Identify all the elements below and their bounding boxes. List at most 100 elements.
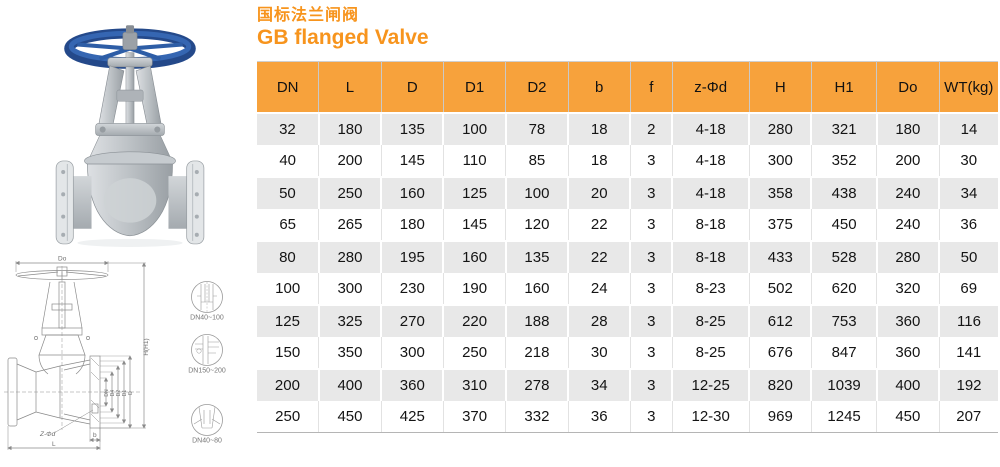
table-cell: 65	[257, 209, 319, 241]
valve-dimension-drawing: Do H(H1) DN D4 D2 D1 D Z-Φd b L DN40~100…	[2, 252, 252, 462]
column-header-d1: D1	[442, 61, 506, 113]
column-header-d: D	[380, 61, 444, 113]
column-header-zd: z-Φd	[671, 61, 750, 113]
table-cell: 502	[748, 273, 812, 305]
table-cell: 135	[380, 112, 444, 145]
spec-table: DN L D D1 D2 b f z-Φd H H1 Do WT(kg) 32 180 135 100 78 1…	[257, 61, 998, 433]
table-cell: 230	[380, 273, 444, 305]
table-cell: 200	[257, 368, 319, 401]
table-cell: 160	[442, 240, 506, 273]
table-cell: 325	[317, 304, 382, 337]
table-cell: 190	[442, 273, 506, 305]
table-cell: 433	[748, 240, 812, 273]
table-cell: 3	[629, 368, 673, 401]
column-header-l: L	[318, 61, 382, 113]
detail-label-3: DN40~80	[192, 438, 222, 445]
table-cell: 34	[938, 176, 998, 209]
table-cell: 160	[505, 273, 569, 305]
table-cell: 1039	[810, 368, 877, 401]
table-cell: 2	[629, 112, 673, 145]
table-cell: 425	[380, 401, 444, 433]
column-header-h: H	[748, 61, 812, 113]
table-cell: 438	[810, 176, 877, 209]
table-row-dn-250: 250 450 425 370 332 36 3 12-30 969 1245 450 207	[257, 401, 998, 433]
table-cell: 12-30	[671, 401, 750, 433]
table-cell: 321	[810, 112, 877, 145]
table-row-dn-80: 80 280 195 160 135 22 3 8-18 433 528 280 50	[257, 240, 998, 273]
table-cell: 969	[748, 401, 812, 433]
table-cell: 300	[380, 337, 444, 369]
table-cell: 20	[567, 176, 631, 209]
table-cell: 100	[504, 176, 569, 209]
table-cell: 8-18	[671, 240, 750, 273]
table-cell: 753	[810, 304, 877, 337]
column-header-dn: DN	[257, 61, 319, 113]
table-cell: 280	[748, 112, 812, 145]
table-cell: 192	[938, 368, 998, 401]
table-cell: 375	[748, 209, 812, 241]
yoke-and-stem	[98, 52, 162, 126]
table-cell: 28	[567, 304, 631, 337]
table-cell: 370	[442, 401, 506, 433]
dim-label-l: L	[52, 441, 56, 448]
product-title: 国标法兰闸阀 GB flanged Valve	[257, 7, 429, 49]
table-cell: 160	[380, 176, 444, 209]
table-cell: 450	[318, 401, 382, 433]
table-cell: 265	[318, 209, 382, 241]
table-cell: 36	[567, 401, 631, 433]
table-cell: 3	[629, 304, 673, 337]
table-cell: 80	[257, 240, 319, 273]
dim-label-d: D	[128, 391, 134, 395]
table-cell: 358	[748, 176, 812, 209]
table-cell: 50	[257, 176, 319, 209]
table-cell: 320	[876, 273, 940, 305]
table-cell: 250	[317, 176, 382, 209]
table-cell: 30	[938, 145, 998, 177]
table-cell: 270	[380, 304, 444, 337]
table-cell: 280	[317, 240, 382, 273]
table-cell: 360	[875, 304, 940, 337]
table-cell: 69	[938, 273, 998, 305]
table-cell: 8-18	[671, 209, 750, 241]
bonnet	[84, 123, 176, 171]
table-cell: 3	[629, 401, 673, 433]
table-cell: 400	[875, 368, 940, 401]
table-cell: 12-25	[671, 368, 750, 401]
valve-photo	[25, 2, 235, 250]
table-cell: 4-18	[671, 176, 750, 209]
table-cell: 22	[567, 209, 631, 241]
product-title-zh: 国标法兰闸阀	[257, 7, 360, 24]
column-header-f: f	[629, 61, 673, 113]
table-cell: 3	[629, 337, 673, 369]
table-cell: 34	[567, 368, 631, 401]
table-cell: 3	[629, 240, 673, 273]
table-cell: 18	[567, 112, 631, 145]
table-cell: 310	[442, 368, 506, 401]
table-cell: 332	[505, 401, 569, 433]
table-cell: 195	[380, 240, 444, 273]
table-cell: 120	[505, 209, 569, 241]
column-header-h1: H1	[810, 61, 877, 113]
column-header-b: b	[567, 61, 631, 113]
table-cell: 145	[442, 209, 506, 241]
table-cell: 207	[938, 401, 998, 433]
table-cell: 620	[810, 273, 877, 305]
table-cell: 300	[748, 145, 812, 177]
table-cell: 8-25	[671, 304, 750, 337]
dim-label-h: H(H1)	[143, 338, 150, 355]
product-title-en: GB flanged Valve	[257, 25, 429, 49]
table-cell: 3	[629, 273, 673, 305]
table-cell: 100	[442, 112, 506, 145]
table-cell: 4-18	[671, 145, 750, 177]
table-cell: 180	[317, 112, 382, 145]
dim-label-b: b	[93, 432, 97, 439]
table-cell: 180	[380, 209, 444, 241]
table-cell: 218	[505, 337, 569, 369]
table-row-dn-50: 50 250 160 125 100 20 3 4-18 358 438 240 34	[257, 176, 998, 209]
table-row-dn-200: 200 400 360 310 278 34 3 12-25 820 1039 400 192	[257, 368, 998, 401]
table-cell: 24	[567, 273, 631, 305]
table-cell: 200	[876, 145, 940, 177]
table-cell: 78	[504, 112, 569, 145]
table-row-dn-150: 150 350 300 250 218 30 3 8-25 676 847 360 141	[257, 337, 998, 369]
table-cell: 278	[504, 368, 569, 401]
